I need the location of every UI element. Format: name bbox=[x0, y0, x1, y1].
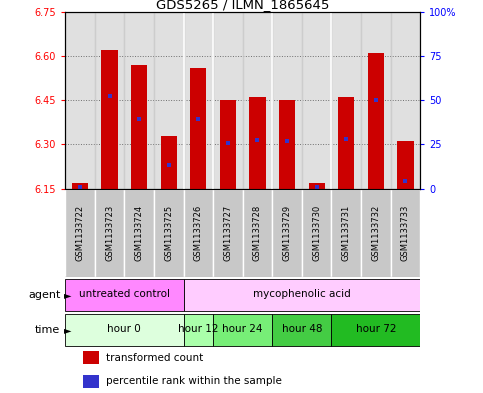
FancyBboxPatch shape bbox=[331, 314, 420, 346]
Bar bbox=[101, 50, 118, 189]
Text: GSM1133727: GSM1133727 bbox=[224, 205, 232, 261]
Text: GSM1133729: GSM1133729 bbox=[283, 205, 292, 261]
Bar bbox=[125, 12, 154, 189]
FancyBboxPatch shape bbox=[65, 189, 95, 277]
Text: agent: agent bbox=[28, 290, 60, 300]
Bar bbox=[368, 53, 384, 189]
Text: GSM1133728: GSM1133728 bbox=[253, 205, 262, 261]
Bar bbox=[161, 136, 177, 189]
Text: GSM1133723: GSM1133723 bbox=[105, 205, 114, 261]
Bar bbox=[391, 12, 420, 189]
Bar bbox=[331, 12, 361, 189]
FancyBboxPatch shape bbox=[213, 314, 272, 346]
FancyBboxPatch shape bbox=[95, 189, 125, 277]
Text: GSM1133724: GSM1133724 bbox=[135, 205, 143, 261]
Title: GDS5265 / ILMN_1865645: GDS5265 / ILMN_1865645 bbox=[156, 0, 329, 11]
Text: ►: ► bbox=[64, 290, 71, 300]
Text: percentile rank within the sample: percentile rank within the sample bbox=[106, 376, 282, 386]
Bar bbox=[131, 65, 147, 189]
Text: hour 72: hour 72 bbox=[355, 324, 396, 334]
FancyBboxPatch shape bbox=[391, 189, 420, 277]
Bar bbox=[95, 12, 125, 189]
Bar bbox=[398, 141, 413, 189]
Bar bbox=[213, 12, 243, 189]
Text: hour 0: hour 0 bbox=[108, 324, 141, 334]
Bar bbox=[72, 183, 88, 189]
Text: hour 48: hour 48 bbox=[282, 324, 322, 334]
Text: ►: ► bbox=[64, 325, 71, 335]
FancyBboxPatch shape bbox=[272, 189, 302, 277]
Bar bbox=[302, 12, 331, 189]
Bar bbox=[65, 12, 95, 189]
FancyBboxPatch shape bbox=[213, 189, 242, 277]
FancyBboxPatch shape bbox=[65, 279, 184, 310]
FancyBboxPatch shape bbox=[184, 189, 213, 277]
Bar bbox=[309, 183, 325, 189]
FancyBboxPatch shape bbox=[242, 189, 272, 277]
FancyBboxPatch shape bbox=[302, 189, 331, 277]
Bar bbox=[190, 68, 206, 189]
Bar bbox=[83, 375, 99, 387]
FancyBboxPatch shape bbox=[65, 314, 184, 346]
FancyBboxPatch shape bbox=[154, 189, 184, 277]
FancyBboxPatch shape bbox=[125, 189, 154, 277]
Bar bbox=[154, 12, 184, 189]
Text: GSM1133731: GSM1133731 bbox=[342, 205, 351, 261]
Bar bbox=[83, 351, 99, 364]
Bar bbox=[243, 12, 272, 189]
Bar bbox=[338, 97, 355, 189]
Bar bbox=[279, 100, 295, 189]
Bar bbox=[272, 12, 302, 189]
FancyBboxPatch shape bbox=[184, 279, 420, 310]
Text: GSM1133733: GSM1133733 bbox=[401, 205, 410, 261]
Text: time: time bbox=[35, 325, 60, 335]
Text: GSM1133726: GSM1133726 bbox=[194, 205, 203, 261]
FancyBboxPatch shape bbox=[331, 189, 361, 277]
Text: GSM1133732: GSM1133732 bbox=[371, 205, 380, 261]
Bar bbox=[184, 12, 213, 189]
Text: hour 24: hour 24 bbox=[223, 324, 263, 334]
Bar bbox=[361, 12, 391, 189]
Text: GSM1133725: GSM1133725 bbox=[164, 205, 173, 261]
FancyBboxPatch shape bbox=[272, 314, 331, 346]
Text: hour 12: hour 12 bbox=[178, 324, 219, 334]
Text: transformed count: transformed count bbox=[106, 353, 203, 363]
FancyBboxPatch shape bbox=[361, 189, 391, 277]
FancyBboxPatch shape bbox=[184, 314, 213, 346]
Text: untreated control: untreated control bbox=[79, 289, 170, 299]
Bar bbox=[220, 100, 236, 189]
Text: GSM1133730: GSM1133730 bbox=[312, 205, 321, 261]
Bar bbox=[249, 97, 266, 189]
Text: mycophenolic acid: mycophenolic acid bbox=[253, 289, 351, 299]
Text: GSM1133722: GSM1133722 bbox=[75, 205, 85, 261]
